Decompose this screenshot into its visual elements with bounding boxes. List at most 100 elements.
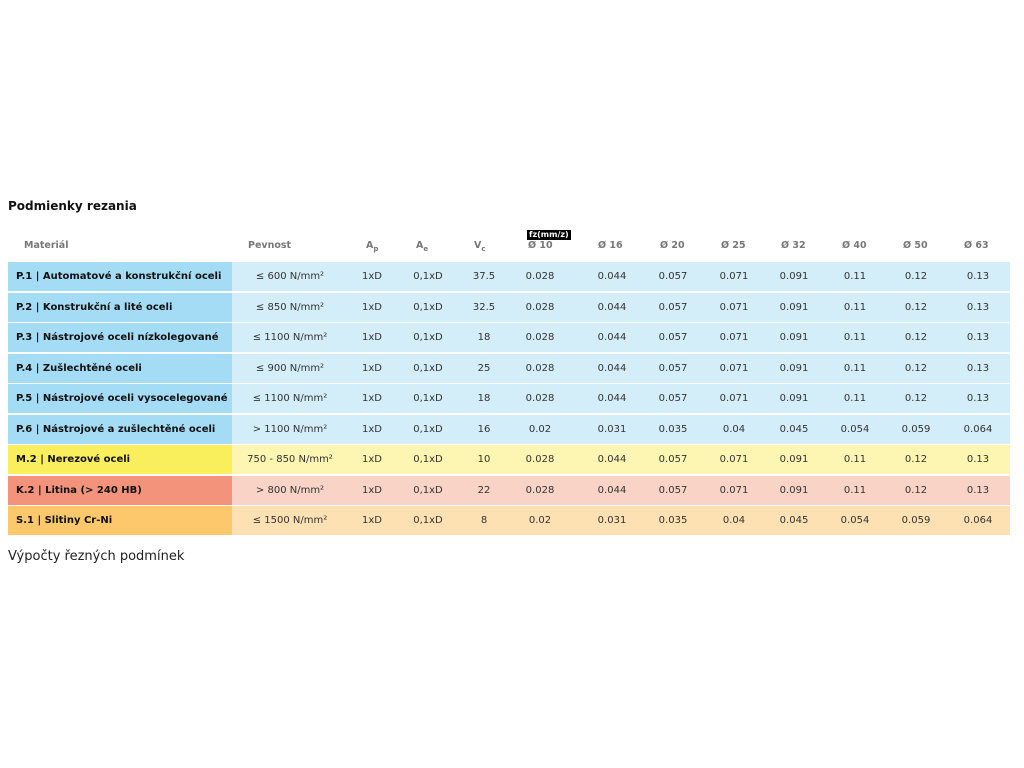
cell-value: 0.11 <box>843 484 867 496</box>
cell-value: 0.091 <box>779 332 809 343</box>
column-header: Ø 63 <box>964 240 989 251</box>
cell-value: 0.04 <box>722 515 746 526</box>
fz-label: fz(mm/z) <box>527 230 571 240</box>
cell-value: 0.11 <box>843 393 867 404</box>
cell-value: 22 <box>477 484 491 496</box>
cell-value: 1xD <box>362 393 382 404</box>
cell-value: 0.091 <box>779 393 809 404</box>
column-header: Ø 20 <box>660 240 685 251</box>
cell-value: 0.091 <box>779 301 809 313</box>
cell-value: 0.059 <box>901 515 931 526</box>
header-text: Pevnost <box>248 240 292 251</box>
column-header: Ap <box>366 240 378 253</box>
cell-value: 0,1xD <box>413 454 443 465</box>
column-header: Ø 16 <box>598 240 623 251</box>
cell-value: 0.071 <box>719 454 749 465</box>
row-label-cell <box>8 262 232 291</box>
cell-value: 1xD <box>362 454 382 465</box>
cell-value: 0.045 <box>779 515 809 526</box>
cell-value: 0.11 <box>843 271 867 282</box>
header-text: Ø 40 <box>842 240 867 251</box>
cell-value: 0.044 <box>597 362 627 374</box>
cell-value: 1xD <box>362 423 382 435</box>
header-text: Materiál <box>24 240 69 251</box>
cell-value: 1xD <box>362 332 382 343</box>
row-label-cell <box>8 445 232 474</box>
column-header: Vc <box>474 240 486 253</box>
row-label-cell <box>8 506 232 535</box>
cell-value: 0.028 <box>525 454 555 465</box>
cell-value: 0.044 <box>597 484 627 496</box>
cell-value: 0.028 <box>525 301 555 313</box>
cell-value: 0.12 <box>904 393 928 404</box>
cell-value: 0.13 <box>966 332 990 343</box>
header-subscript: p <box>373 244 379 253</box>
cell-value: 750 - 850 N/mm² <box>247 454 333 465</box>
cell-value: 0.028 <box>525 393 555 404</box>
cell-value: 0.13 <box>966 454 990 465</box>
cell-value: 0.13 <box>966 393 990 404</box>
cell-value: 0.044 <box>597 393 627 404</box>
cell-value: 1xD <box>362 271 382 282</box>
cell-value: 0.028 <box>525 484 555 496</box>
cell-value: 0.044 <box>597 332 627 343</box>
cell-value: 0.091 <box>779 362 809 374</box>
header-subscript: e <box>423 244 429 253</box>
row-label-cell <box>8 414 232 444</box>
cell-value: 0.028 <box>525 362 555 374</box>
cell-value: 10 <box>477 454 491 465</box>
column-header: Pevnost <box>248 240 291 251</box>
cell-value: 0.057 <box>658 301 688 313</box>
row-label-cell <box>8 323 232 352</box>
column-header: Ø 10 <box>528 240 553 251</box>
column-header: Ø 50 <box>903 240 928 251</box>
footer-link[interactable]: Výpočty řezných podmínek <box>8 549 185 564</box>
cell-value: 0.071 <box>719 393 749 404</box>
cell-value: 18 <box>477 332 491 343</box>
cell-value: > 800 N/mm² <box>255 484 325 496</box>
cell-value: 0,1xD <box>413 332 443 343</box>
cell-value: 0,1xD <box>413 271 443 282</box>
material-name: K.2 | Litina (> 240 HB) <box>16 484 142 496</box>
column-header: Ø 32 <box>781 240 806 251</box>
cell-value: 0.057 <box>658 362 688 374</box>
material-name: M.2 | Nerezové oceli <box>16 454 131 465</box>
cell-value: ≤ 850 N/mm² <box>255 301 325 313</box>
header-subscript: c <box>481 244 486 253</box>
cell-value: 0.071 <box>719 301 749 313</box>
row-label-cell <box>8 475 232 505</box>
cell-value: 0.054 <box>840 515 870 526</box>
cell-value: 0.13 <box>966 362 990 374</box>
header-text: Ø 32 <box>781 240 806 251</box>
cell-value: ≤ 1100 N/mm² <box>252 332 328 343</box>
column-header: Ø 25 <box>721 240 746 251</box>
cell-value: 0,1xD <box>413 301 443 313</box>
row-label-cell <box>8 292 232 322</box>
cell-value: 0.12 <box>904 332 928 343</box>
material-name: P.5 | Nástrojové oceli vysocelegované <box>16 393 228 404</box>
cell-value: 0.045 <box>779 423 809 435</box>
cell-value: > 1100 N/mm² <box>252 423 328 435</box>
material-name: P.2 | Konstrukční a lité oceli <box>16 301 173 313</box>
cell-value: 8 <box>480 515 488 526</box>
cell-value: 0.12 <box>904 271 928 282</box>
cell-value: 0,1xD <box>413 423 443 435</box>
header-text: V <box>474 240 482 251</box>
header-text: A <box>416 240 424 251</box>
cell-value: 37.5 <box>472 271 496 282</box>
cell-value: 0,1xD <box>413 362 443 374</box>
cell-value: 0.028 <box>525 332 555 343</box>
cell-value: 0.12 <box>904 484 928 496</box>
cell-value: 0.044 <box>597 271 627 282</box>
cell-value: 0.064 <box>963 515 993 526</box>
column-header: Ø 40 <box>842 240 867 251</box>
row-label-cell <box>8 353 232 383</box>
cell-value: 0.071 <box>719 271 749 282</box>
cell-value: ≤ 600 N/mm² <box>255 271 325 282</box>
cell-value: 1xD <box>362 515 382 526</box>
header-text: Ø 63 <box>964 240 989 251</box>
cell-value: 0.13 <box>966 301 990 313</box>
material-name: P.6 | Nástrojové a zušlechtěné oceli <box>16 423 216 435</box>
cell-value: 0.028 <box>525 271 555 282</box>
